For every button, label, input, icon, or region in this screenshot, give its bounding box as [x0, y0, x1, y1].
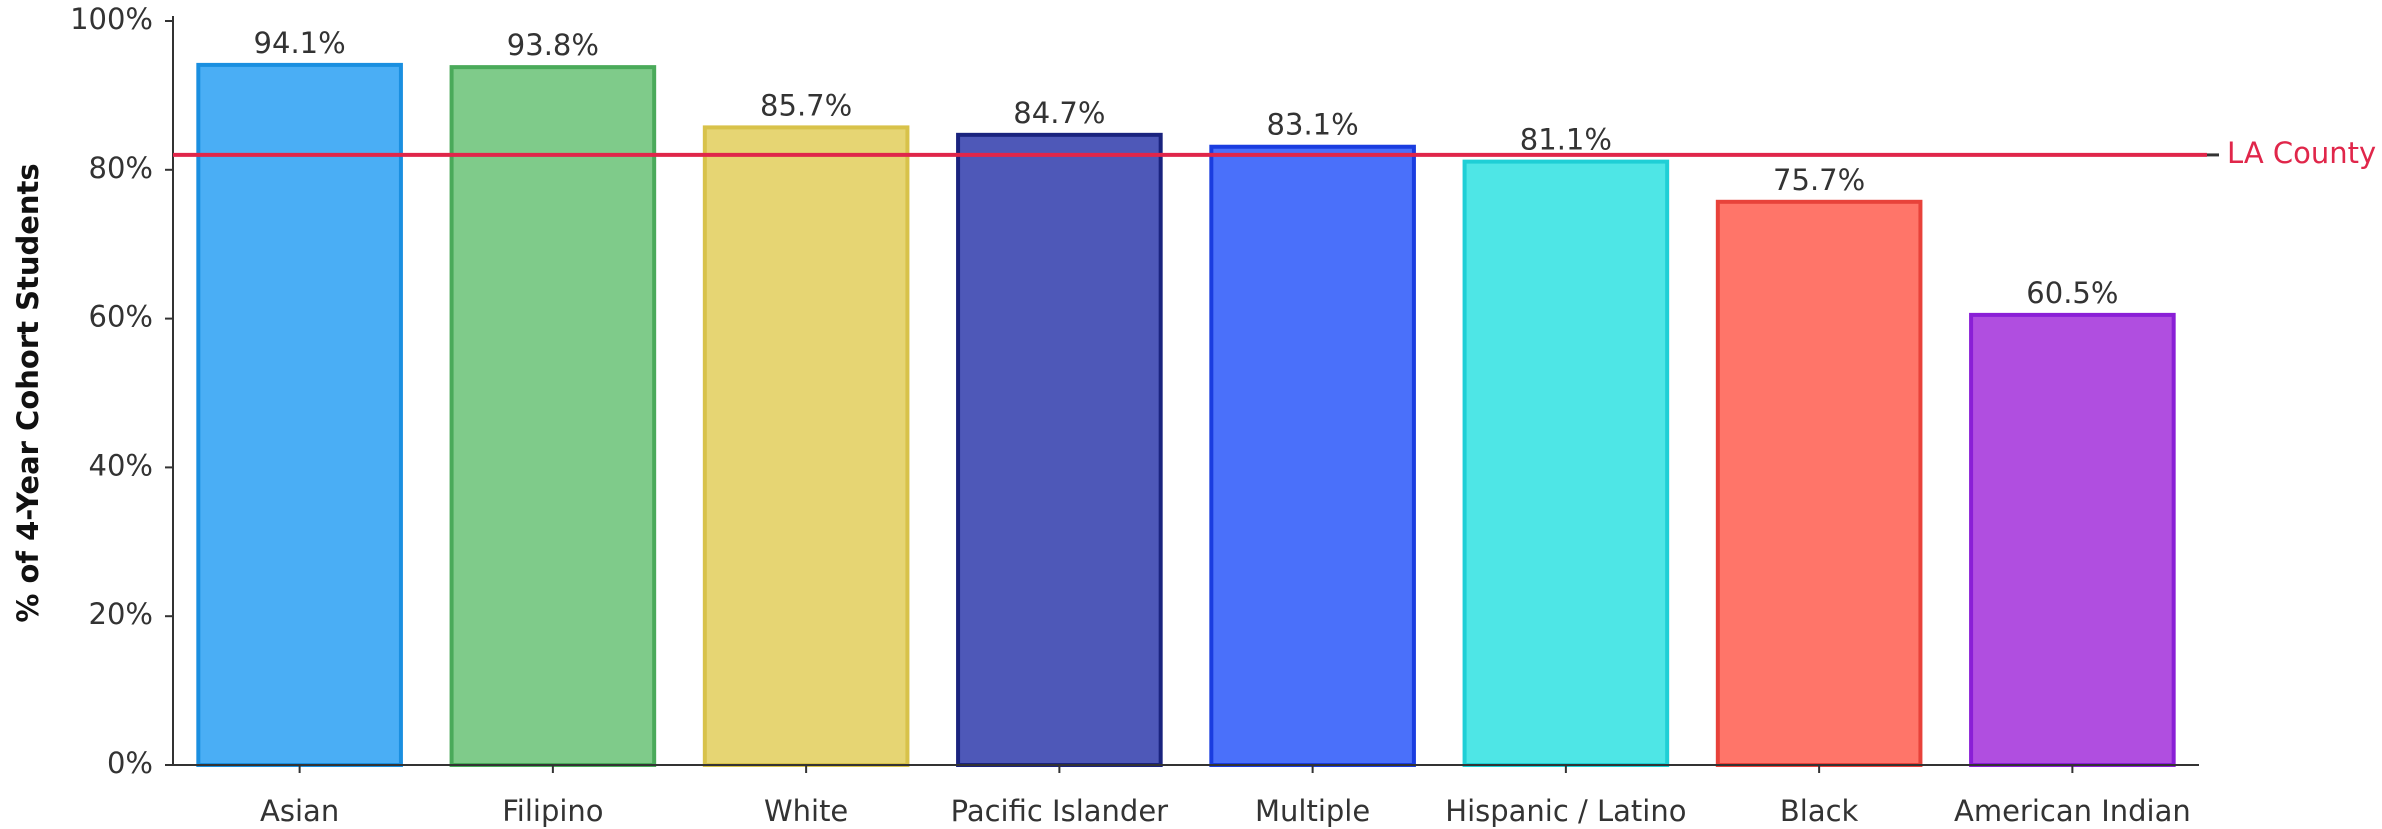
bar [1969, 312, 2176, 767]
x-tick-label: Asian [260, 794, 339, 828]
x-tick-label: White [764, 794, 848, 828]
y-tick-label: 40% [89, 448, 153, 482]
value-label: 83.1% [1267, 108, 1359, 142]
bar [1462, 159, 1670, 767]
bar [1209, 144, 1416, 767]
bar [449, 65, 657, 768]
bar [956, 132, 1163, 768]
value-label: 94.1% [254, 26, 346, 60]
x-tick-label: Black [1780, 794, 1859, 828]
x-tick-label: Multiple [1255, 794, 1370, 828]
x-tick-label: American Indian [1954, 794, 2191, 828]
value-label: 60.5% [2026, 276, 2118, 310]
value-label: 81.1% [1520, 123, 1612, 157]
bar [196, 62, 403, 768]
y-tick-label: 80% [89, 151, 153, 185]
value-label: 84.7% [1013, 96, 1105, 130]
bar [1715, 199, 1923, 768]
y-axis-label: % of 4-Year Cohort Students [11, 163, 45, 622]
x-tick-label: Pacific Islander [951, 794, 1169, 828]
y-tick-label: 100% [70, 2, 153, 36]
y-tick-label: 0% [107, 746, 153, 780]
value-label: 85.7% [760, 88, 852, 122]
bar [702, 125, 910, 767]
y-tick-label: 60% [89, 300, 153, 334]
value-label: 75.7% [1773, 163, 1865, 197]
value-label: 93.8% [507, 28, 599, 62]
y-tick-label: 20% [89, 597, 153, 631]
x-tick-label: Hispanic / Latino [1445, 794, 1686, 828]
reference-label: LA County [2227, 136, 2376, 170]
x-tick-label: Filipino [502, 794, 603, 828]
